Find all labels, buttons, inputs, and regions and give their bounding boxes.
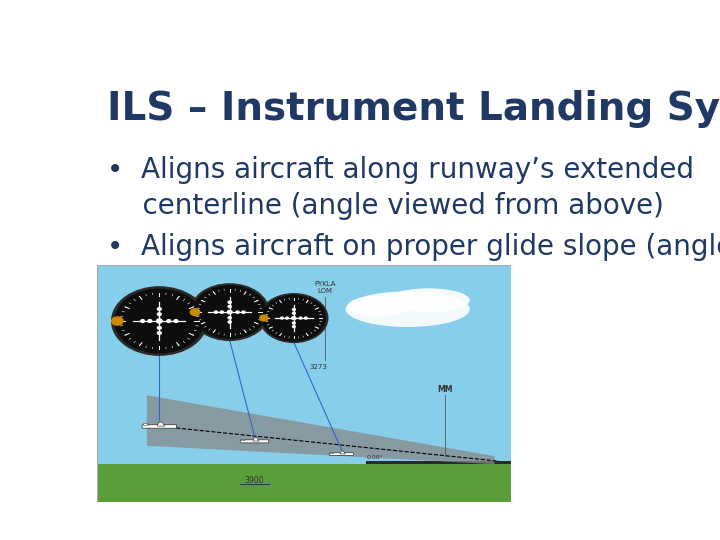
Circle shape — [156, 319, 162, 323]
Circle shape — [228, 310, 232, 314]
Polygon shape — [341, 451, 345, 454]
Circle shape — [167, 320, 171, 322]
FancyBboxPatch shape — [330, 453, 354, 455]
Circle shape — [112, 287, 207, 355]
Bar — [97, 265, 511, 463]
Circle shape — [260, 315, 268, 321]
Circle shape — [260, 294, 328, 342]
Polygon shape — [143, 423, 148, 426]
Circle shape — [158, 327, 161, 329]
Circle shape — [174, 320, 178, 322]
Ellipse shape — [387, 288, 470, 312]
Circle shape — [148, 320, 152, 322]
Text: MM: MM — [437, 385, 453, 394]
Text: Guided Flight Discovery  Instrument/Commercial Manual: Guided Flight Discovery Instrument/Comme… — [250, 470, 488, 479]
Circle shape — [281, 317, 284, 319]
Bar — [97, 463, 511, 502]
Circle shape — [220, 311, 223, 313]
Text: centerline (angle viewed from above): centerline (angle viewed from above) — [107, 192, 664, 220]
Polygon shape — [147, 395, 495, 464]
Text: LOM: LOM — [318, 288, 333, 294]
Ellipse shape — [346, 292, 470, 327]
Circle shape — [158, 332, 161, 334]
Circle shape — [115, 289, 204, 353]
Circle shape — [292, 326, 295, 328]
Polygon shape — [253, 437, 259, 441]
Circle shape — [158, 313, 161, 315]
Circle shape — [228, 305, 231, 308]
Circle shape — [190, 309, 199, 315]
Circle shape — [292, 322, 295, 324]
Circle shape — [158, 308, 161, 310]
Text: 0.00°: 0.00° — [366, 455, 383, 460]
Circle shape — [112, 317, 123, 325]
Text: 3900: 3900 — [245, 476, 264, 485]
Circle shape — [242, 311, 245, 313]
Circle shape — [228, 301, 231, 303]
Text: •  Aligns aircraft on proper glide slope (angle: • Aligns aircraft on proper glide slope … — [107, 233, 720, 261]
Circle shape — [292, 312, 295, 314]
Polygon shape — [241, 438, 245, 440]
Text: 3273: 3273 — [310, 364, 328, 370]
FancyBboxPatch shape — [240, 440, 269, 443]
Circle shape — [193, 286, 266, 339]
Circle shape — [292, 308, 295, 310]
Polygon shape — [158, 422, 165, 426]
Polygon shape — [330, 452, 333, 453]
Circle shape — [305, 317, 307, 319]
Circle shape — [215, 311, 217, 313]
Circle shape — [292, 316, 296, 320]
Ellipse shape — [348, 296, 410, 316]
Circle shape — [228, 316, 231, 319]
FancyBboxPatch shape — [142, 424, 176, 428]
Circle shape — [236, 311, 239, 313]
Text: ILS – Instrument Landing System: ILS – Instrument Landing System — [107, 90, 720, 128]
Text: © Jeppesen Sanderson, Inc. 1999 All Rights Reserved: © Jeppesen Sanderson, Inc. 1999 All Righ… — [256, 463, 482, 472]
Bar — [366, 461, 511, 464]
Text: •  Aligns aircraft along runway’s extended: • Aligns aircraft along runway’s extende… — [107, 156, 694, 184]
Circle shape — [140, 320, 145, 322]
Circle shape — [300, 317, 302, 319]
Text: viewed from side): viewed from side) — [107, 266, 391, 294]
Circle shape — [286, 317, 289, 319]
Circle shape — [228, 321, 231, 323]
Circle shape — [190, 284, 269, 340]
Text: F IG. 2B-25: F IG. 2B-25 — [346, 456, 392, 465]
Circle shape — [262, 295, 325, 341]
Text: PYKLA: PYKLA — [314, 281, 336, 287]
